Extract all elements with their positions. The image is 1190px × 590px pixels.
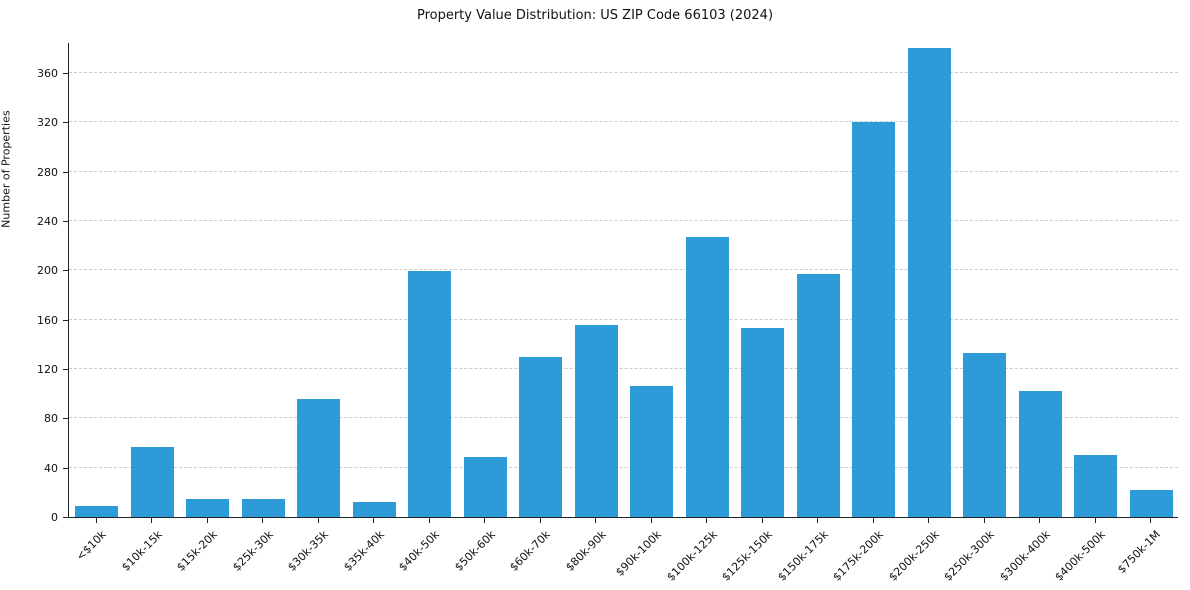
gridline-y-160 xyxy=(69,318,1178,320)
y-tick-label: 120 xyxy=(37,362,58,376)
y-tick-label: 280 xyxy=(37,165,58,179)
x-tick-mark xyxy=(317,518,319,523)
bar-$200k-250k xyxy=(907,48,951,517)
y-tick-mark xyxy=(63,220,68,222)
gridline-y-360 xyxy=(69,71,1178,73)
x-tick-label: $15k-20k xyxy=(174,528,220,574)
x-tick-mark xyxy=(484,518,486,523)
gridline-y-40 xyxy=(69,466,1178,468)
y-tick-mark xyxy=(63,270,68,272)
x-axis: <$10k $10k-15k $15k-20k $25k-30k $30k-35k $35… xyxy=(68,518,1178,588)
x-tick-mark xyxy=(706,518,708,523)
x-tick-mark xyxy=(151,518,153,523)
x-tick-label: $175k-200k xyxy=(830,528,886,584)
gridline-y-200 xyxy=(69,269,1178,271)
bar-$80k-90k xyxy=(574,324,618,517)
y-axis-label: Number of Properties xyxy=(0,110,13,228)
x-tick-label: $400k-500k xyxy=(1052,528,1108,584)
y-tick-mark xyxy=(63,418,68,420)
bar-$400k-500k xyxy=(1074,455,1118,517)
chart-title: Property Value Distribution: US ZIP Code… xyxy=(416,8,774,23)
bar-$25k-30k xyxy=(241,498,285,517)
x-tick-mark xyxy=(761,518,763,523)
x-tick-mark xyxy=(539,518,541,523)
y-tick-mark xyxy=(63,122,68,124)
x-tick-mark xyxy=(872,518,874,523)
x-tick-mark xyxy=(1150,518,1152,523)
bar-$35k-40k xyxy=(352,502,396,517)
bar-$175k-200k xyxy=(852,122,896,517)
x-tick-label: $750k-1M xyxy=(1115,528,1164,576)
bar-$10k-15k xyxy=(130,446,174,517)
x-tick-label: $125k-150k xyxy=(719,528,775,584)
y-tick-label: 160 xyxy=(37,313,58,327)
x-tick-label: $150k-175k xyxy=(774,528,831,584)
y-tick-label: 40 xyxy=(44,461,58,475)
x-tick-mark xyxy=(983,518,985,523)
plot-area xyxy=(68,43,1178,518)
bar-$125k-150k xyxy=(741,328,785,517)
bar-$250k-300k xyxy=(963,352,1007,517)
x-tick-label: $40k-50k xyxy=(396,528,442,574)
x-tick-label: $250k-300k xyxy=(941,528,997,584)
x-tick-label: $60k-70k xyxy=(507,528,553,574)
x-tick-mark xyxy=(650,518,652,523)
y-tick-mark xyxy=(63,467,68,469)
y-tick-label: 360 xyxy=(37,66,58,80)
x-tick-mark xyxy=(1039,518,1041,523)
gridline-y-320 xyxy=(69,121,1178,123)
bar-$150k-175k xyxy=(796,273,840,517)
x-tick-label: $100k-125k xyxy=(663,528,720,584)
bar-$100k-125k xyxy=(685,236,729,517)
bar-<$10k xyxy=(75,505,119,517)
bar-$60k-70k xyxy=(519,356,563,517)
x-tick-mark xyxy=(817,518,819,523)
x-tick-label: $10k-15k xyxy=(118,528,165,574)
bar-$300k-400k xyxy=(1018,391,1062,517)
y-tick-mark xyxy=(63,171,68,173)
x-tick-mark xyxy=(595,518,597,523)
bar-$15k-20k xyxy=(186,498,230,517)
y-tick-label: 320 xyxy=(37,116,58,130)
y-tick-label: 200 xyxy=(37,264,58,278)
x-tick-label: $35k-40k xyxy=(340,528,387,574)
gridline-y-80 xyxy=(69,417,1178,419)
x-tick-label: <$10k xyxy=(73,528,109,564)
x-tick-mark xyxy=(428,518,430,523)
x-tick-mark xyxy=(95,518,97,523)
x-tick-mark xyxy=(373,518,375,523)
y-tick-label: 240 xyxy=(37,214,58,228)
x-tick-mark xyxy=(928,518,930,523)
x-tick-mark xyxy=(206,518,208,523)
x-tick-label: $300k-400k xyxy=(996,528,1053,584)
x-tick-label: $50k-60k xyxy=(451,528,498,574)
y-tick-mark xyxy=(63,517,68,518)
bar-$90k-100k xyxy=(630,386,674,517)
y-axis: 0 40 80 120 160 200 240 280 320 360 xyxy=(18,43,68,523)
gridline-y-280 xyxy=(69,170,1178,172)
bar-$30k-35k xyxy=(297,398,341,517)
y-tick-label: 80 xyxy=(44,412,58,426)
gridline-y-240 xyxy=(69,219,1178,221)
x-tick-label: $25k-30k xyxy=(229,528,276,574)
y-tick-mark xyxy=(63,72,68,74)
x-tick-label: $30k-35k xyxy=(285,528,331,574)
bar-$750k-1M xyxy=(1129,489,1173,517)
y-tick-label: 0 xyxy=(51,511,58,524)
x-tick-label: $80k-90k xyxy=(562,528,609,574)
gridline-y-120 xyxy=(69,367,1178,369)
bar-$50k-60k xyxy=(463,456,507,517)
x-tick-label: $200k-250k xyxy=(885,528,942,584)
x-tick-mark xyxy=(262,518,264,523)
x-tick-label: $90k-100k xyxy=(613,528,664,579)
y-tick-mark xyxy=(63,368,68,370)
y-tick-mark xyxy=(63,319,68,321)
bar-$40k-50k xyxy=(408,271,452,517)
x-tick-mark xyxy=(1094,518,1096,523)
